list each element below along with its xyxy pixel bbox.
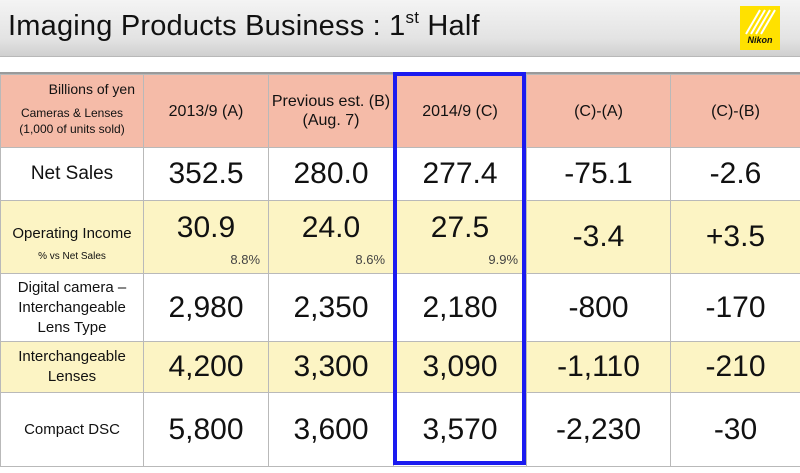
unit-label: Billions of yen [49, 81, 135, 97]
table-row: Operating Income % vs Net Sales 30.9 8.8… [1, 201, 800, 274]
table-cell: 4,200 [144, 342, 269, 393]
table-cell: -170 [671, 274, 800, 342]
nikon-logo: Nikon [740, 6, 780, 50]
table-cell: 3,570 [394, 393, 527, 467]
header-c-minus-a: (C)-(A) [527, 75, 671, 148]
table-cell: 2,980 [144, 274, 269, 342]
table-cell: 27.5 9.9% [394, 201, 527, 274]
operating-margin: 8.8% [230, 252, 260, 267]
table-cell: 3,090 [394, 342, 527, 393]
table-cell: -30 [671, 393, 800, 467]
title-tail: Half [419, 10, 480, 42]
operating-income-value: 30.9 [144, 211, 268, 245]
table-row: Digital camera – Interchangeable Lens Ty… [1, 274, 800, 342]
table-cell: -800 [527, 274, 671, 342]
percent-vs-net-sales-label: % vs Net Sales [1, 251, 143, 262]
table-cell: 2,180 [394, 274, 527, 342]
table-cell: 3,300 [269, 342, 394, 393]
table-cell: -210 [671, 342, 800, 393]
table-cell: -3.4 [527, 201, 671, 274]
operating-income-label: Operating Income [1, 225, 143, 242]
table-cell: 352.5 [144, 148, 269, 201]
slide-title: Imaging Products Business : 1st Half [8, 10, 480, 43]
table-row: Compact DSC 5,800 3,600 3,570 -2,230 -30 [1, 393, 800, 467]
table-cell: 3,600 [269, 393, 394, 467]
operating-income-value: 27.5 [394, 211, 526, 245]
table-cell: +3.5 [671, 201, 800, 274]
table-cell: 280.0 [269, 148, 394, 201]
title-superscript: st [406, 8, 420, 27]
header-2014-9: 2014/9 (C) [394, 75, 527, 148]
table-cell: -1,110 [527, 342, 671, 393]
units-sold-label: Cameras & Lenses (1,000 of units sold) [5, 105, 139, 137]
header-corner: Billions of yen Cameras & Lenses (1,000 … [1, 75, 144, 148]
table-cell: 2,350 [269, 274, 394, 342]
header-c-minus-b: (C)-(B) [671, 75, 800, 148]
logo-stripes-icon [740, 6, 780, 36]
row-label-compact-dsc: Compact DSC [1, 393, 144, 467]
header-2013-9: 2013/9 (A) [144, 75, 269, 148]
row-label-operating-income: Operating Income % vs Net Sales [1, 201, 144, 274]
table-cell: -2.6 [671, 148, 800, 201]
row-label-lenses: Interchangeable Lenses [1, 342, 144, 393]
header-previous-estimate: Previous est. (B) (Aug. 7) [269, 75, 394, 148]
title-main: Imaging Products Business : 1 [8, 10, 406, 42]
logo-text: Nikon [740, 35, 780, 45]
results-table: Billions of yen Cameras & Lenses (1,000 … [0, 74, 800, 467]
operating-income-value: 24.0 [269, 211, 393, 245]
operating-margin: 8.6% [355, 252, 385, 267]
table-row: Net Sales 352.5 280.0 277.4 -75.1 -2.6 [1, 148, 800, 201]
row-label-net-sales: Net Sales [1, 148, 144, 201]
table-cell: 277.4 [394, 148, 527, 201]
table-cell: -75.1 [527, 148, 671, 201]
table-cell: 5,800 [144, 393, 269, 467]
table-cell: -2,230 [527, 393, 671, 467]
table-cell: 30.9 8.8% [144, 201, 269, 274]
operating-margin: 9.9% [488, 252, 518, 267]
header-row: Billions of yen Cameras & Lenses (1,000 … [1, 75, 800, 148]
row-label-digital-camera: Digital camera – Interchangeable Lens Ty… [1, 274, 144, 342]
table-row: Interchangeable Lenses 4,200 3,300 3,090… [1, 342, 800, 393]
table-cell: 24.0 8.6% [269, 201, 394, 274]
